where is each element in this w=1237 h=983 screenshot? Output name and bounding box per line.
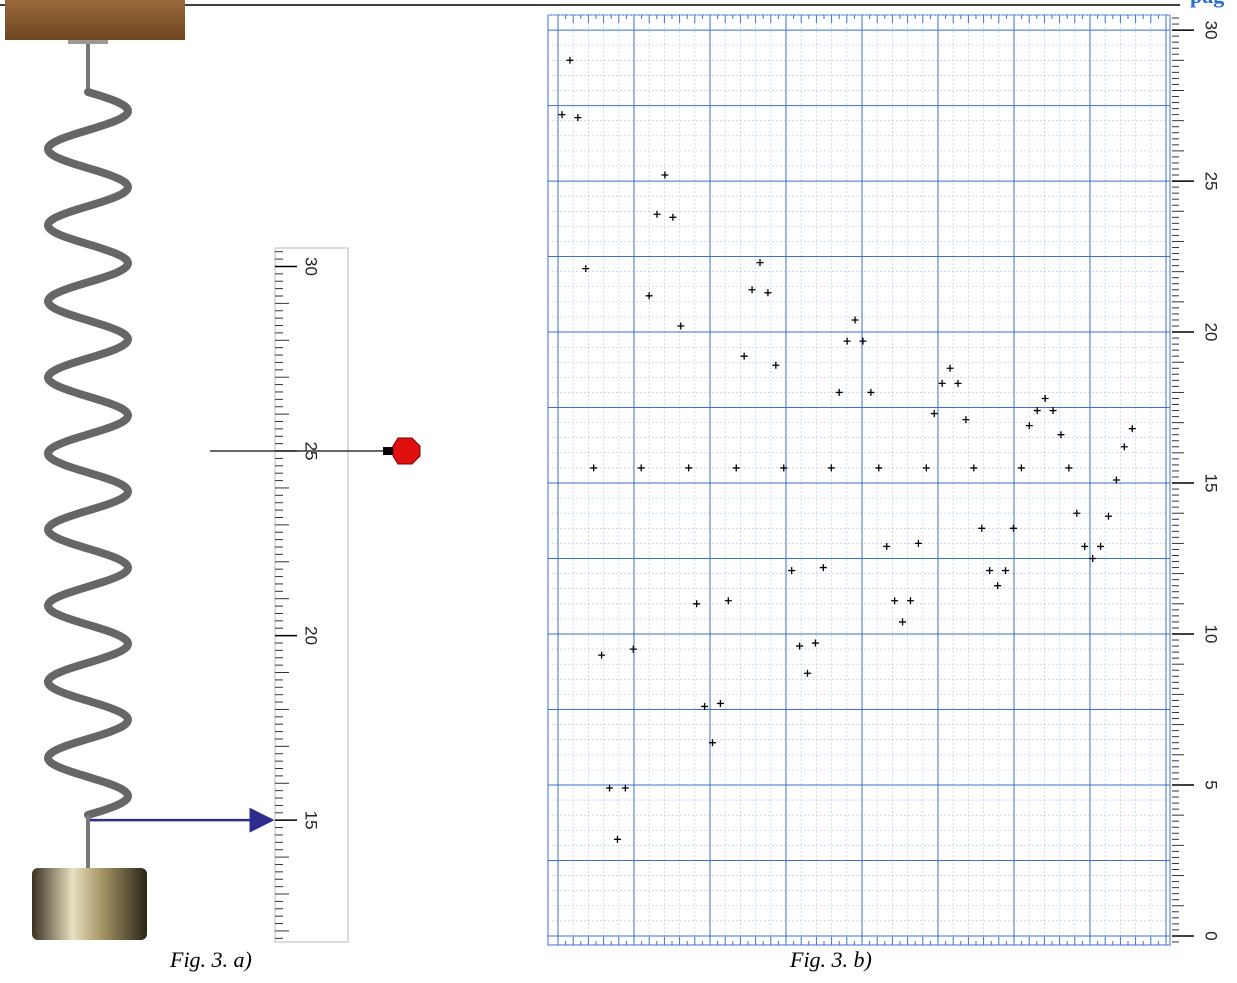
ruler-label: 30 xyxy=(302,257,321,276)
support-block xyxy=(5,0,185,40)
pointer-stub xyxy=(383,447,393,455)
figure: pag Fig. 3. a) Fig. 3. b) 15 20 25 30 0 5 10 15… xyxy=(0,0,1237,978)
support-plate xyxy=(68,40,108,44)
y-tick-label: 10 xyxy=(1202,625,1221,644)
mass xyxy=(32,868,147,940)
page: {"header": {"text": "pag"}, "figure_a": … xyxy=(0,0,1237,978)
y-tick-label: 20 xyxy=(1202,323,1221,342)
y-tick-label: 30 xyxy=(1202,21,1221,40)
pointer-bob xyxy=(393,438,420,464)
y-tick-label: 0 xyxy=(1202,931,1221,940)
y-tick-label: 15 xyxy=(1202,474,1221,493)
plot-area xyxy=(548,15,1170,945)
spring xyxy=(48,92,128,815)
caption: Fig. 3. a) xyxy=(169,947,252,972)
y-tick-label: 5 xyxy=(1202,780,1221,789)
caption: Fig. 3. b) xyxy=(789,947,872,972)
y-tick-label: 25 xyxy=(1202,172,1221,191)
ruler-label: 20 xyxy=(302,626,321,645)
ruler xyxy=(275,248,348,942)
header-text: pag xyxy=(1190,0,1224,8)
ruler-label: 15 xyxy=(302,811,321,830)
